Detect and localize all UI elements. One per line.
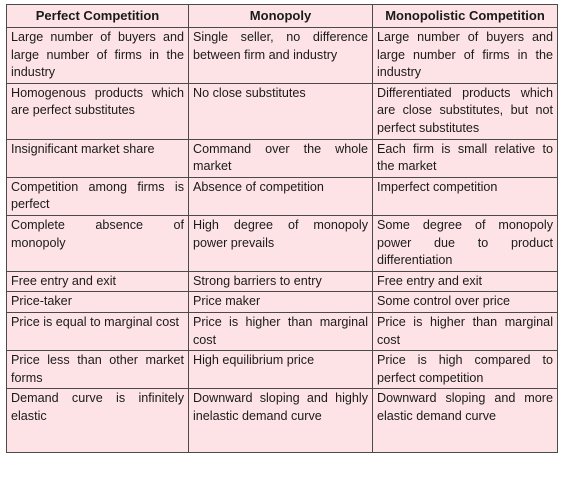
table-cell: Large number of buyers and large number … — [372, 27, 558, 84]
table-cell: Absence of competition — [188, 176, 373, 216]
table-cell: High equilibrium price — [188, 350, 373, 390]
table-row: Complete absence of monopoly High degree… — [6, 214, 558, 272]
table-cell: Demand curve is infinitely elastic — [6, 388, 189, 454]
table-row: Price-taker Price maker Some control ove… — [6, 291, 558, 313]
table-header-row: Perfect Competition Monopoly Monopolisti… — [6, 4, 558, 28]
table-cell: Command over the whole market — [188, 138, 373, 178]
table-cell: Single seller, no difference between fir… — [188, 27, 373, 84]
table-cell: Homogenous products which are perfect su… — [6, 82, 189, 140]
table-cell: Price less than other market forms — [6, 350, 189, 390]
table-row: Insignificant market share Command over … — [6, 138, 558, 178]
table-row: Large number of buyers and large number … — [6, 27, 558, 84]
header-monopolistic-competition: Monopolistic Competition — [372, 4, 558, 28]
table-cell: Each firm is small relative to the marke… — [372, 138, 558, 178]
table-row: Homogenous products which are perfect su… — [6, 82, 558, 140]
table-cell: Downward sloping and highly inelastic de… — [188, 388, 373, 454]
table-cell: Free entry and exit — [372, 270, 558, 293]
table-cell: Imperfect competition — [372, 176, 558, 216]
table-row: Free entry and exit Strong barriers to e… — [6, 270, 558, 293]
table-cell: Price is higher than marginal cost — [372, 311, 558, 352]
table-cell: High degree of monopoly power prevails — [188, 214, 373, 272]
table-cell: Strong barriers to entry — [188, 270, 373, 293]
table-cell: Downward sloping and more elastic demand… — [372, 388, 558, 454]
table-cell: No close substitutes — [188, 82, 373, 140]
table-cell: Price is higher than marginal cost — [188, 311, 373, 352]
table-cell: Price is high compared to perfect compet… — [372, 350, 558, 390]
table-cell: Insignificant market share — [6, 138, 189, 178]
table-cell: Differentiated products which are close … — [372, 82, 558, 140]
table-cell: Competition among firms is perfect — [6, 176, 189, 216]
comparison-table-container: Perfect Competition Monopoly Monopolisti… — [6, 4, 558, 454]
header-monopoly: Monopoly — [188, 4, 373, 28]
table-cell: Large number of buyers and large number … — [6, 27, 189, 84]
table-row: Competition among firms is perfect Absen… — [6, 176, 558, 216]
table-cell: Complete absence of monopoly — [6, 214, 189, 272]
market-structures-comparison-table: Perfect Competition Monopoly Monopolisti… — [6, 4, 558, 454]
table-row: Demand curve is infinitely elastic Downw… — [6, 388, 558, 454]
table-row: Price is equal to marginal cost Price is… — [6, 311, 558, 352]
table-cell: Some degree of monopoly power due to pro… — [372, 214, 558, 272]
table-row: Price less than other market forms High … — [6, 350, 558, 390]
table-cell: Some control over price — [372, 291, 558, 313]
table-cell: Price-taker — [6, 291, 189, 313]
header-perfect-competition: Perfect Competition — [6, 4, 189, 28]
table-cell: Price is equal to marginal cost — [6, 311, 189, 352]
table-cell: Free entry and exit — [6, 270, 189, 293]
table-cell: Price maker — [188, 291, 373, 313]
